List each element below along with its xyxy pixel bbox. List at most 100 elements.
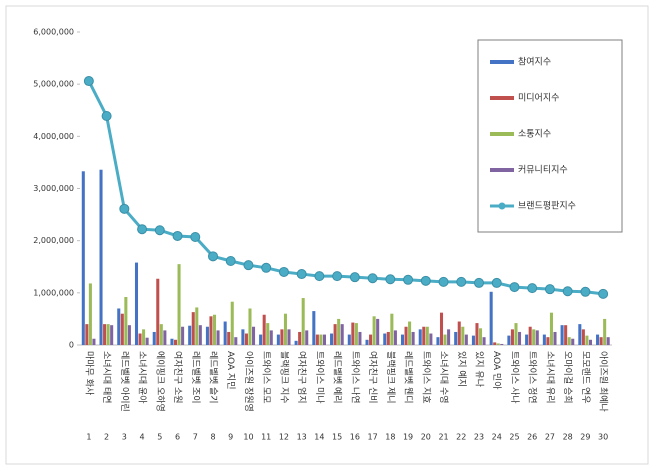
bar <box>376 318 380 345</box>
line-marker <box>225 256 236 267</box>
bar <box>535 330 539 345</box>
bar <box>191 312 195 345</box>
x-rank-label: 12 <box>279 433 289 442</box>
x-rank-label: 30 <box>598 433 608 442</box>
bar <box>514 323 518 345</box>
bar <box>252 326 256 345</box>
y-tick-label: 6,000,000 <box>33 28 74 37</box>
x-rank-label: 8 <box>210 433 215 442</box>
x-tick-label: 레드벨벳 예리 <box>332 351 343 404</box>
bar <box>188 325 192 345</box>
x-rank-label: 22 <box>456 433 466 442</box>
x-rank-label: 26 <box>527 433 537 442</box>
bar <box>92 338 96 345</box>
bar <box>606 337 610 345</box>
bar <box>177 264 181 345</box>
line-marker <box>332 271 343 282</box>
x-tick-label: 에이핑크 오하영 <box>154 351 165 412</box>
bar <box>322 334 326 345</box>
line-marker <box>491 277 502 288</box>
bar <box>464 334 468 345</box>
bar <box>354 323 358 345</box>
bar <box>471 335 475 345</box>
bar <box>436 337 440 345</box>
line-marker <box>438 276 449 287</box>
x-rank-label: 10 <box>243 433 253 442</box>
y-tick-label: 0 <box>69 341 74 350</box>
x-rank-label: 2 <box>104 433 109 442</box>
bar <box>457 321 461 345</box>
bar <box>510 329 514 345</box>
x-tick-label: 레드벨벳 슬기 <box>208 351 219 404</box>
bar <box>312 311 316 345</box>
bar <box>351 322 355 345</box>
bar <box>301 298 305 345</box>
x-tick-label: 여자친구 소원 <box>172 351 184 404</box>
line-marker <box>580 286 591 297</box>
bar <box>173 339 178 345</box>
line-marker <box>278 266 289 277</box>
x-tick-label: 레드벨벳 웬디 <box>403 351 414 404</box>
x-rank-label: 18 <box>385 433 395 442</box>
bar <box>248 308 252 345</box>
x-rank-label: 3 <box>122 433 127 442</box>
bar <box>518 331 522 345</box>
bar <box>369 334 373 345</box>
legend-swatch <box>490 60 514 64</box>
x-tick-label: 트와이스 모모 <box>261 351 273 404</box>
bar <box>216 330 220 345</box>
bar <box>500 343 504 345</box>
bar <box>298 331 302 345</box>
bar <box>319 334 323 345</box>
bar <box>418 329 422 345</box>
bar <box>269 330 273 345</box>
bar <box>454 331 458 345</box>
bar <box>283 313 287 345</box>
bar <box>142 329 146 345</box>
x-rank-label: 19 <box>403 433 413 442</box>
legend-label: 참여지수 <box>518 56 551 68</box>
x-rank-label: 1 <box>86 433 91 442</box>
x-tick-label: 있지 유나 <box>474 351 486 387</box>
legend-label: 브랜드평판지수 <box>518 201 576 212</box>
x-tick-label: 모모랜드 연우 <box>580 351 591 404</box>
x-rank-label: 24 <box>492 433 502 442</box>
bar <box>588 339 592 345</box>
bar <box>81 171 85 345</box>
bar <box>439 312 444 345</box>
x-rank-label: 14 <box>314 433 324 442</box>
line-marker <box>190 232 201 243</box>
bar <box>542 334 546 345</box>
bar <box>213 314 217 345</box>
bar <box>507 335 511 345</box>
legend-swatch <box>498 202 506 210</box>
bar <box>549 312 553 345</box>
bar <box>305 330 309 345</box>
line-marker <box>562 286 573 297</box>
bar <box>262 314 266 345</box>
bar <box>106 324 110 345</box>
bar <box>134 262 139 345</box>
bar <box>234 337 238 345</box>
y-tick-label: 3,000,000 <box>33 184 74 193</box>
bar <box>429 333 433 345</box>
legend-label: 소통지수 <box>518 129 551 140</box>
bar <box>404 326 408 345</box>
x-tick-label: 레드벨벳 아이린 <box>119 351 130 412</box>
x-rank-label: 11 <box>261 433 271 442</box>
line-marker <box>243 260 254 271</box>
bar <box>181 326 185 345</box>
line-marker <box>367 273 378 284</box>
x-rank-label: 4 <box>140 433 145 442</box>
bar <box>85 324 89 345</box>
bar <box>99 169 103 345</box>
x-tick-label: 여자친구 엄지 <box>296 351 308 404</box>
bar <box>152 331 156 345</box>
bar <box>553 331 557 345</box>
y-tick-label: 2,000,000 <box>33 236 74 245</box>
bar <box>578 324 582 345</box>
x-tick-label: 있지 예지 <box>456 351 468 387</box>
bar <box>138 333 142 345</box>
legend-swatch <box>490 96 514 100</box>
